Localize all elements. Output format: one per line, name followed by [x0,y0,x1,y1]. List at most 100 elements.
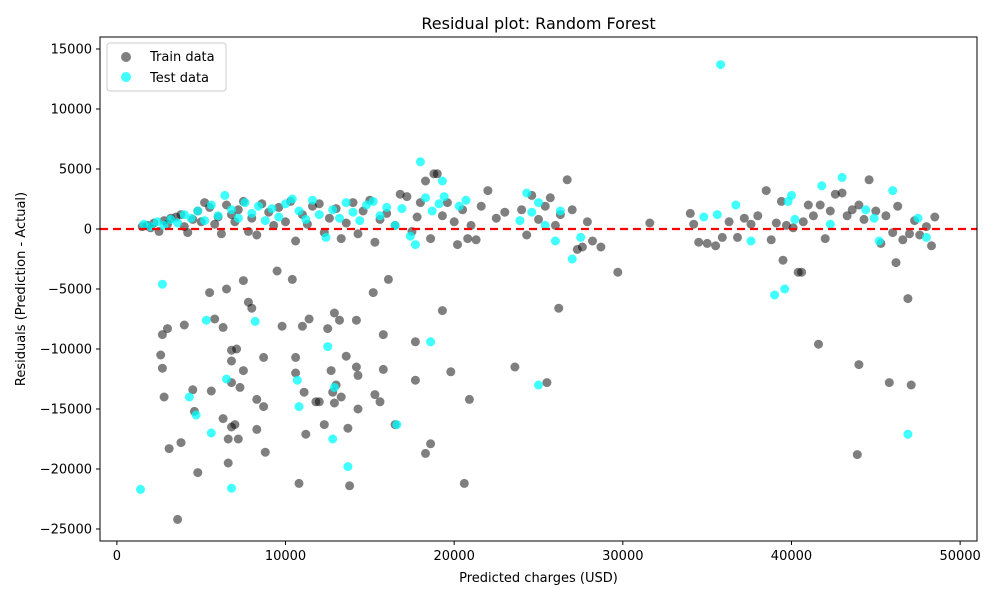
train-point [336,392,346,402]
y-axis-label: Residuals (Prediction - Actual) [14,192,29,386]
x-tick-label: 40000 [771,549,812,564]
test-point [534,380,543,390]
test-point [540,220,550,230]
test-point [281,199,290,209]
train-point [776,196,786,206]
train-point [778,255,788,265]
test-point [439,192,449,202]
test-point [576,232,586,242]
train-point [205,288,215,298]
train-point [291,352,301,362]
train-point [577,242,587,252]
train-point [927,241,936,251]
test-point [825,219,835,229]
train-point [854,200,864,210]
test-point [770,290,780,300]
plot-area [100,60,977,524]
test-point [287,194,297,204]
train-point [466,220,476,230]
test-point [186,213,196,223]
test-point [213,211,223,221]
train-point [281,217,290,227]
test-point [240,198,250,208]
test-point [515,216,525,226]
train-point [297,321,307,331]
test-point [861,205,871,215]
test-point [375,211,385,221]
train-point [274,202,284,212]
test-point [874,236,884,246]
legend: Train data Test data [106,42,227,92]
test-data-points [136,60,931,494]
test-point [152,217,162,227]
legend-test-label: Test data [149,71,209,86]
train-point [218,322,228,332]
train-point [343,423,353,433]
test-point [201,315,211,325]
y-tick-label: 5000 [59,163,92,178]
train-point [771,218,781,228]
train-point [163,324,172,334]
train-point [905,229,914,239]
train-point [446,367,456,377]
test-point [368,196,378,206]
train-point [370,237,380,247]
test-point [461,195,471,205]
train-point [324,213,334,223]
test-point [817,181,827,191]
x-tick-label: 10000 [265,549,306,564]
train-point [500,207,510,217]
train-point [402,192,412,202]
train-point [233,434,243,444]
train-point [206,386,216,396]
train-point [881,211,891,221]
train-point [269,220,279,230]
x-axis-label: Predicted charges (USD) [459,571,618,586]
test-point [260,216,270,226]
train-point [864,175,874,185]
legend-test-marker [121,72,131,82]
train-point [781,220,791,230]
test-point [746,236,756,246]
train-point [335,315,344,325]
train-point [164,444,174,454]
train-point [421,448,430,458]
train-point [463,234,473,244]
train-point [852,450,862,460]
test-point [206,428,216,438]
test-point [699,212,709,222]
train-point [326,366,336,376]
train-point [426,234,436,244]
train-point [798,217,808,227]
train-point [820,234,830,244]
train-point [157,363,167,373]
train-point [353,370,363,380]
train-point [476,201,486,211]
test-point [550,236,560,246]
test-point [200,216,210,226]
train-point [193,468,203,478]
train-point [432,169,442,179]
train-point [223,434,233,444]
train-point [761,186,771,196]
test-point [328,205,338,215]
train-point [410,375,420,385]
test-point [314,210,324,220]
train-point [259,402,269,412]
test-point [136,484,145,494]
train-point [314,199,324,209]
test-point [341,198,351,208]
test-point [555,206,565,216]
train-point [464,394,474,404]
test-point [179,210,189,220]
train-point [766,235,776,245]
test-point [437,176,447,186]
train-point [348,198,358,208]
train-point [368,288,378,298]
test-point [454,201,464,211]
test-point [139,219,149,229]
train-point [353,404,363,414]
test-point [790,214,800,224]
y-tick-label: −20000 [40,463,92,478]
train-point [329,308,339,318]
